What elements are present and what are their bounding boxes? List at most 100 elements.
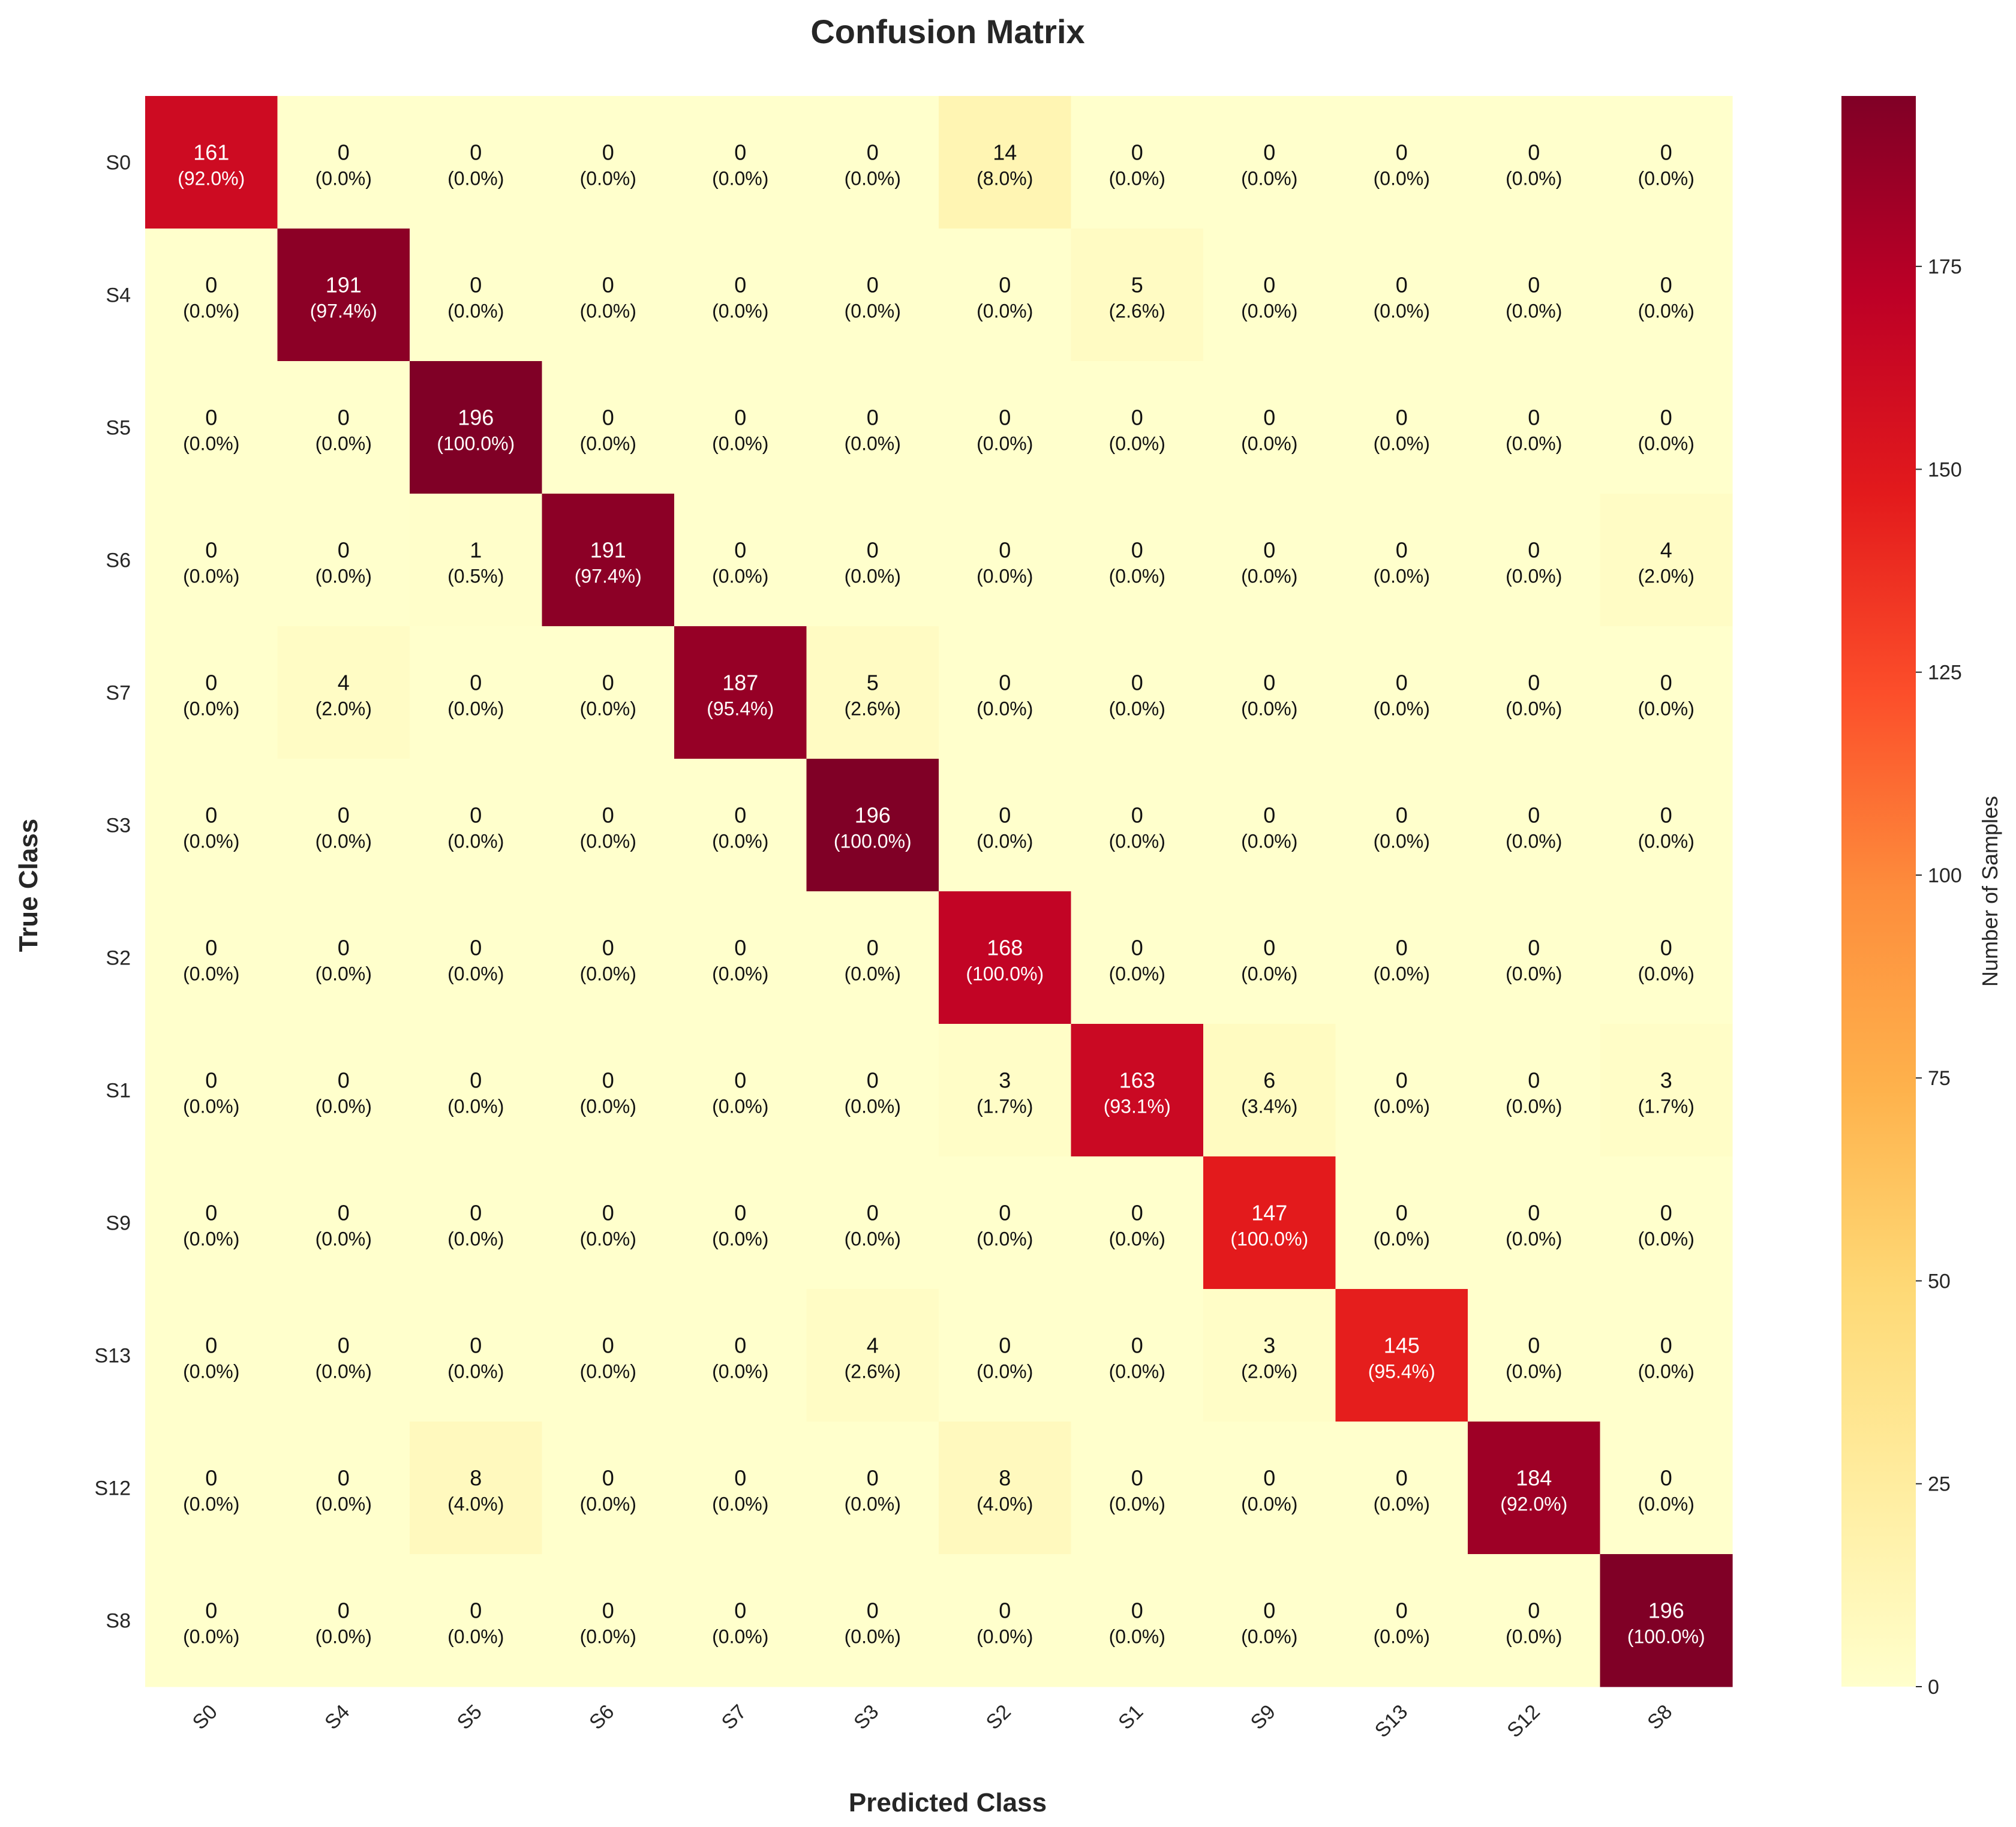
cell-count-label: 0 <box>1528 936 1540 960</box>
cell-percent-label: (0.0%) <box>316 1494 372 1515</box>
cell-count-label: 0 <box>205 803 217 828</box>
cell-count-label: 0 <box>205 405 217 430</box>
cell-count-label: 0 <box>1131 1201 1143 1225</box>
cell-percent-label: (0.0%) <box>183 1096 239 1117</box>
cell-percent-label: (0.0%) <box>1241 433 1297 455</box>
cell-count-label: 145 <box>1384 1333 1420 1358</box>
cell-count-label: 0 <box>205 1333 217 1358</box>
heatmap-cell <box>277 1024 410 1157</box>
cell-count-label: 5 <box>867 671 879 695</box>
cell-count-label: 0 <box>205 936 217 960</box>
cell-percent-label: (0.0%) <box>183 566 239 587</box>
cell-percent-label: (2.6%) <box>1109 301 1165 322</box>
cell-count-label: 0 <box>338 936 350 960</box>
cell-count-label: 4 <box>867 1333 879 1358</box>
cell-count-label: 0 <box>999 1201 1011 1225</box>
cell-percent-label: (0.0%) <box>447 698 504 720</box>
cell-percent-label: (93.1%) <box>1104 1096 1171 1117</box>
cell-percent-label: (0.0%) <box>447 1228 504 1250</box>
cell-count-label: 0 <box>1396 1201 1408 1225</box>
x-tick-label: S8 <box>1643 1700 1677 1734</box>
cell-count-label: 0 <box>205 1598 217 1623</box>
cell-percent-label: (0.0%) <box>1109 566 1165 587</box>
cell-percent-label: (0.0%) <box>1109 168 1165 190</box>
cell-percent-label: (0.0%) <box>1241 963 1297 985</box>
cell-percent-label: (0.0%) <box>845 433 901 455</box>
cell-percent-label: (100.0%) <box>834 831 912 852</box>
heatmap-cell <box>1468 759 1601 892</box>
heatmap-cell <box>145 229 278 362</box>
cell-percent-label: (4.0%) <box>977 1494 1033 1515</box>
cell-percent-label: (0.0%) <box>1109 1494 1165 1515</box>
heatmap-cell <box>1071 1156 1204 1290</box>
cell-count-label: 0 <box>1528 803 1540 828</box>
cell-percent-label: (0.0%) <box>183 1494 239 1515</box>
heatmap-cell <box>1203 1422 1336 1555</box>
cell-count-label: 0 <box>1660 273 1672 298</box>
cell-percent-label: (0.0%) <box>977 1361 1033 1383</box>
heatmap-cell <box>145 1289 278 1422</box>
heatmap-cell <box>542 494 675 627</box>
heatmap-cell <box>1468 891 1601 1024</box>
heatmap-cell <box>674 1289 807 1422</box>
cell-percent-label: (0.0%) <box>580 168 636 190</box>
cell-count-label: 0 <box>867 140 879 165</box>
cell-percent-label: (0.0%) <box>845 168 901 190</box>
cell-count-label: 0 <box>338 140 350 165</box>
cell-percent-label: (0.0%) <box>1374 1096 1430 1117</box>
heatmap-cell <box>277 1554 410 1687</box>
cell-percent-label: (0.0%) <box>447 1626 504 1648</box>
cell-count-label: 0 <box>1131 671 1143 695</box>
cell-percent-label: (100.0%) <box>1627 1626 1705 1648</box>
heatmap-cell <box>674 891 807 1024</box>
cell-count-label: 4 <box>1660 538 1672 563</box>
cell-percent-label: (100.0%) <box>966 963 1044 985</box>
cell-count-label: 0 <box>999 405 1011 430</box>
heatmap-cell <box>1468 361 1601 494</box>
cell-count-label: 0 <box>1660 405 1672 430</box>
heatmap-cell <box>1071 1024 1204 1157</box>
cell-percent-label: (0.0%) <box>1109 1228 1165 1250</box>
cell-count-label: 0 <box>602 140 614 165</box>
cell-count-label: 0 <box>1528 1333 1540 1358</box>
heatmap-cell <box>277 361 410 494</box>
cell-percent-label: (4.0%) <box>447 1494 504 1515</box>
cell-percent-label: (0.0%) <box>1506 831 1562 852</box>
cell-count-label: 196 <box>855 803 891 828</box>
cell-count-label: 0 <box>734 140 746 165</box>
cell-percent-label: (8.0%) <box>977 168 1033 190</box>
cell-count-label: 0 <box>999 671 1011 695</box>
cell-count-label: 0 <box>1263 140 1275 165</box>
chart-title: Confusion Matrix <box>810 13 1084 50</box>
cell-count-label: 0 <box>867 936 879 960</box>
cell-count-label: 1 <box>470 538 482 563</box>
cell-count-label: 0 <box>470 936 482 960</box>
cell-count-label: 0 <box>338 1333 350 1358</box>
cell-count-label: 0 <box>205 538 217 563</box>
heatmap-cell <box>145 1024 278 1157</box>
cell-percent-label: (0.0%) <box>977 698 1033 720</box>
cell-percent-label: (0.0%) <box>845 1096 901 1117</box>
heatmap-cell <box>1600 96 1733 229</box>
cell-count-label: 6 <box>1263 1068 1275 1093</box>
heatmap-cell <box>1468 229 1601 362</box>
cell-percent-label: (0.0%) <box>1109 433 1165 455</box>
cell-percent-label: (0.0%) <box>1109 963 1165 985</box>
heatmap-cell <box>410 1422 543 1555</box>
heatmap-cell <box>1203 96 1336 229</box>
colorbar-tick-label: 150 <box>1928 458 1962 481</box>
heatmap-cell <box>939 229 1072 362</box>
cell-count-label: 0 <box>867 273 879 298</box>
x-tick-label: S1 <box>1114 1700 1147 1734</box>
y-tick-label: S3 <box>106 815 131 837</box>
cell-percent-label: (0.0%) <box>1374 698 1430 720</box>
cell-count-label: 0 <box>470 1201 482 1225</box>
cell-percent-label: (0.0%) <box>580 1361 636 1383</box>
heatmap-cell <box>410 361 543 494</box>
cell-count-label: 0 <box>1528 538 1540 563</box>
cell-count-label: 0 <box>1131 803 1143 828</box>
cell-count-label: 0 <box>205 1466 217 1491</box>
y-tick-label: S6 <box>106 549 131 572</box>
cell-count-label: 0 <box>470 140 482 165</box>
heatmap-cell <box>1071 229 1204 362</box>
